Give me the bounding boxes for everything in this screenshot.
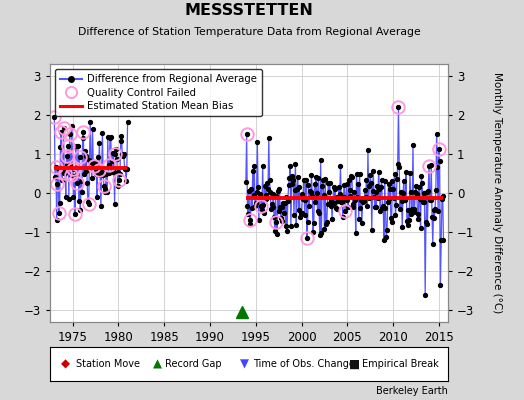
Legend: Difference from Regional Average, Quality Control Failed, Estimated Station Mean: Difference from Regional Average, Qualit… [55,69,262,116]
Text: ▲: ▲ [153,357,162,370]
Text: Record Gap: Record Gap [165,359,222,369]
Text: Station Move: Station Move [75,359,140,369]
Text: ■: ■ [349,357,360,370]
Text: Empirical Break: Empirical Break [362,359,439,369]
Text: Difference of Station Temperature Data from Regional Average: Difference of Station Temperature Data f… [78,27,420,37]
Text: MESSSTETTEN: MESSSTETTEN [184,3,313,18]
Y-axis label: Monthly Temperature Anomaly Difference (°C): Monthly Temperature Anomaly Difference (… [493,72,503,314]
Text: Time of Obs. Change: Time of Obs. Change [253,359,355,369]
Text: Berkeley Earth: Berkeley Earth [376,386,448,396]
Text: ◆: ◆ [61,357,70,370]
Text: ▼: ▼ [241,357,249,370]
